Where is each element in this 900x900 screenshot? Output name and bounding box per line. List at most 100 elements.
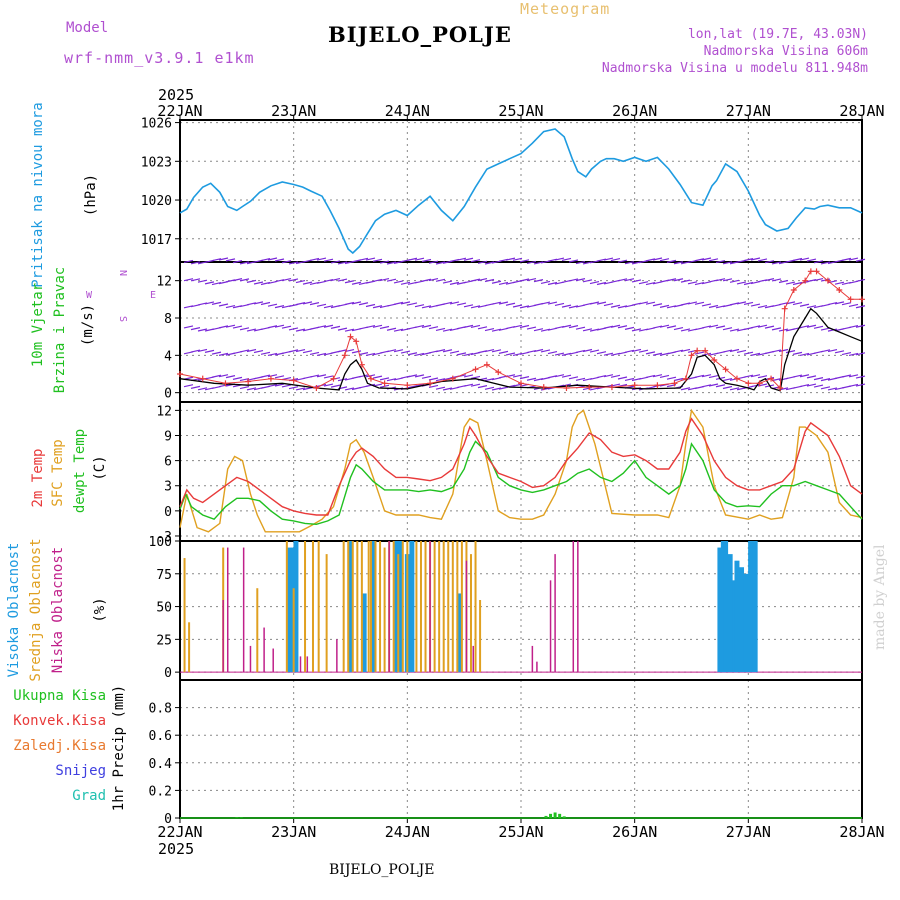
- wind-barb: [435, 378, 446, 382]
- wind-barb: [547, 281, 558, 286]
- wind-barb: [428, 384, 439, 389]
- wind-barb: [316, 303, 327, 307]
- wind-barb: [267, 384, 278, 388]
- wind-barb: [379, 260, 390, 264]
- mid-cloud-bar: [424, 541, 427, 673]
- wind-speed-line: [179, 307, 863, 392]
- wind-barb: [414, 257, 425, 261]
- wind-barb: [288, 327, 299, 331]
- wind-barb: [456, 352, 467, 356]
- wind-barb: [603, 374, 614, 378]
- wind-axis-label-2: Brzina i Pravac: [52, 267, 68, 393]
- wind-barb: [463, 374, 474, 378]
- wind-barb: [722, 261, 733, 265]
- wind-barb: [358, 374, 369, 378]
- wind-barb: [407, 352, 418, 356]
- wind-barb: [659, 258, 670, 262]
- gust-marker: [347, 333, 354, 340]
- wind-barb: [456, 257, 467, 261]
- wind-barb: [435, 278, 446, 282]
- y-tick-label: 6: [164, 455, 172, 470]
- wind-barb: [568, 376, 579, 380]
- wind-barb: [575, 326, 586, 330]
- wind-barb: [267, 325, 278, 329]
- high-cloud-axis-label: Visoka Oblacnost: [6, 543, 22, 678]
- wind-barb: [400, 301, 411, 305]
- wind-barb: [771, 278, 782, 282]
- wind-barb: [316, 325, 327, 329]
- precip-bar: [562, 816, 566, 818]
- mid-cloud-bar: [374, 541, 377, 673]
- wind-barb: [386, 378, 397, 382]
- temp-unit-label: (C): [92, 455, 108, 480]
- wind-barb: [638, 301, 649, 305]
- gust-marker: [267, 375, 274, 382]
- y-tick-label: 12: [156, 275, 172, 290]
- wind-barb: [554, 302, 565, 306]
- wind-barb: [197, 328, 208, 332]
- wind-barb: [204, 281, 215, 285]
- wind-barb: [715, 278, 726, 282]
- wind-barb: [820, 386, 831, 390]
- wind-barb: [288, 386, 299, 390]
- gust-marker: [745, 380, 752, 387]
- wind-barb: [470, 383, 481, 387]
- wind-barb: [211, 301, 222, 305]
- wind-barb: [253, 301, 264, 305]
- wind-barb: [645, 258, 656, 262]
- low-cloud-bar: [429, 541, 431, 673]
- wind-barb: [708, 383, 719, 387]
- wind-barb: [701, 352, 712, 356]
- precip-bar: [244, 817, 248, 819]
- wind-barb: [274, 258, 285, 262]
- low-cloud-bar: [388, 541, 390, 673]
- wind-barb: [750, 303, 761, 307]
- wind-barb: [771, 327, 782, 331]
- wind-barb: [603, 302, 614, 307]
- wind-barb: [281, 278, 292, 282]
- wind-barb: [386, 327, 397, 331]
- wind-barb: [239, 327, 250, 331]
- wind-barb: [596, 301, 607, 305]
- wind-barb: [645, 301, 656, 305]
- wind-barb: [841, 351, 852, 356]
- wind-barb: [743, 351, 754, 355]
- wind-barb: [813, 325, 824, 329]
- wind-barb: [197, 387, 208, 391]
- wind-barb: [575, 260, 586, 265]
- wind-barb: [246, 387, 257, 391]
- wind-barb: [750, 257, 761, 261]
- wind-barb: [568, 278, 579, 282]
- mid-cloud-bar: [347, 541, 350, 673]
- wind-barb: [631, 348, 642, 353]
- wind-barb: [288, 261, 299, 265]
- gust-marker: [813, 268, 820, 275]
- wind-barb: [680, 328, 691, 332]
- wind-barb: [673, 377, 684, 382]
- wind-barb: [204, 349, 215, 353]
- gust-marker: [777, 385, 784, 391]
- gust-marker: [586, 384, 593, 391]
- wind-barb: [316, 257, 327, 261]
- wind-barb: [540, 301, 551, 305]
- mid-cloud-bar: [460, 541, 463, 673]
- compass-east: E: [150, 290, 156, 301]
- wind-barb: [218, 384, 229, 388]
- mid-cloud-bar: [188, 622, 191, 673]
- wind-barb: [435, 261, 446, 265]
- wind-barb: [330, 384, 341, 388]
- high-cloud-bar: [286, 547, 292, 673]
- mid-cloud-bar: [456, 541, 459, 673]
- mid-cloud-bar: [451, 541, 454, 673]
- gust-marker: [654, 382, 661, 389]
- wind-barb: [848, 374, 859, 378]
- wind-barb: [708, 374, 719, 379]
- y-tick-label: 3: [164, 480, 172, 495]
- wind-barb: [540, 280, 551, 284]
- wind-barb: [239, 349, 250, 353]
- wind-barb: [351, 281, 362, 285]
- compass-west: W: [86, 290, 93, 301]
- mid-cloud-bar: [474, 541, 477, 673]
- mid-cloud-bar: [292, 588, 295, 673]
- wind-barb: [274, 305, 285, 309]
